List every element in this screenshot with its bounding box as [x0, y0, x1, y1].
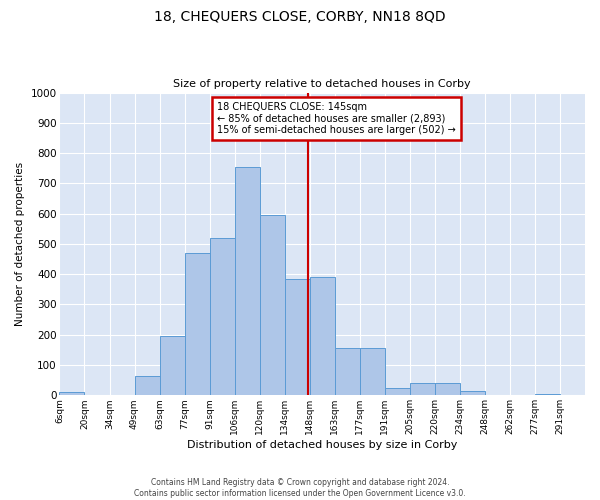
Bar — [284, 278, 310, 396]
Bar — [134, 376, 160, 396]
Bar — [360, 348, 385, 396]
Bar — [185, 253, 209, 396]
Bar — [435, 383, 460, 396]
Bar — [535, 394, 560, 396]
Text: 18, CHEQUERS CLOSE, CORBY, NN18 8QD: 18, CHEQUERS CLOSE, CORBY, NN18 8QD — [154, 10, 446, 24]
Bar — [460, 391, 485, 396]
Bar — [59, 392, 85, 396]
Bar — [235, 166, 260, 396]
Y-axis label: Number of detached properties: Number of detached properties — [15, 162, 25, 326]
Bar — [410, 383, 435, 396]
Text: 18 CHEQUERS CLOSE: 145sqm
← 85% of detached houses are smaller (2,893)
15% of se: 18 CHEQUERS CLOSE: 145sqm ← 85% of detac… — [217, 102, 456, 135]
Bar — [209, 238, 235, 396]
Bar — [160, 336, 185, 396]
Bar — [385, 388, 410, 396]
Title: Size of property relative to detached houses in Corby: Size of property relative to detached ho… — [173, 79, 471, 89]
Text: Contains HM Land Registry data © Crown copyright and database right 2024.
Contai: Contains HM Land Registry data © Crown c… — [134, 478, 466, 498]
Bar — [310, 277, 335, 396]
X-axis label: Distribution of detached houses by size in Corby: Distribution of detached houses by size … — [187, 440, 457, 450]
Bar — [335, 348, 360, 396]
Bar — [260, 215, 284, 396]
